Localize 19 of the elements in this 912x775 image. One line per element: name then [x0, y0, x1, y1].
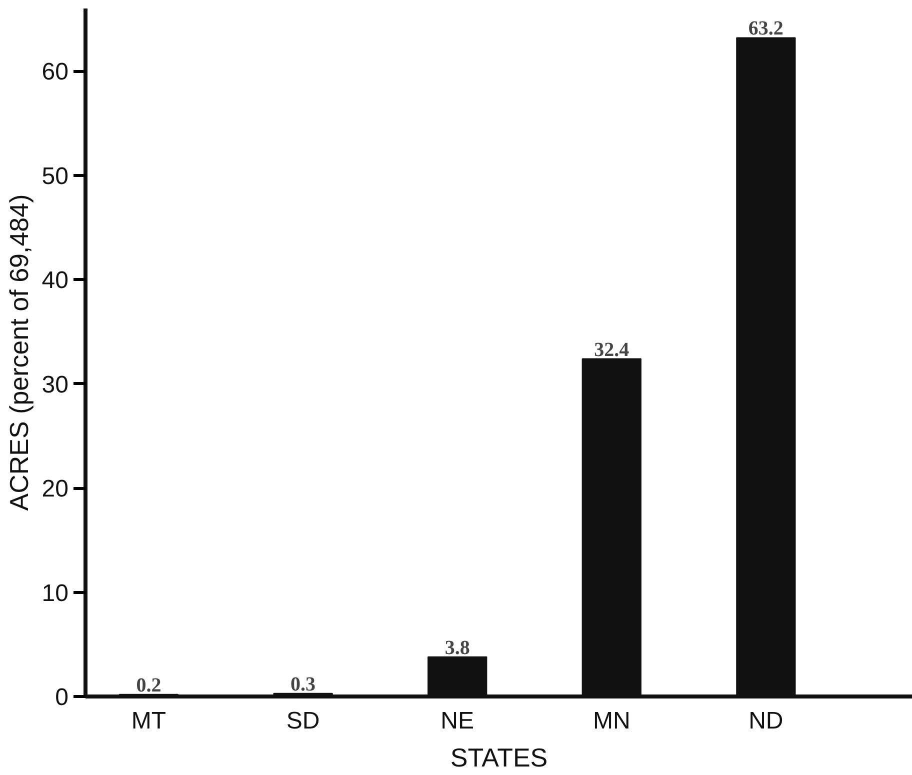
x-tick-label: MT — [131, 708, 166, 734]
data-label: 0.2 — [136, 674, 162, 696]
x-tick-label: ND — [748, 708, 784, 734]
data-label: 63.2 — [748, 18, 784, 40]
y-tick-label: 60 — [42, 58, 69, 86]
x-axis-title: STATES — [450, 742, 548, 772]
x-tick-label: MN — [592, 708, 630, 734]
y-tick-label: 40 — [42, 267, 69, 294]
x-tick-label: SD — [286, 708, 320, 734]
data-label: 32.4 — [594, 338, 630, 361]
data-label: 3.8 — [444, 636, 470, 659]
y-tick-label: 50 — [42, 162, 69, 190]
x-tick-label: NE — [440, 708, 474, 734]
y-tick-label: 0 — [55, 684, 69, 711]
data-label: 0.3 — [290, 673, 316, 696]
y-tick-label: 10 — [42, 580, 69, 607]
y-axis-title: ACRES (percent of 69,484) — [4, 194, 34, 511]
y-tick-label: 30 — [42, 371, 69, 398]
y-tick-label: 20 — [42, 476, 69, 503]
